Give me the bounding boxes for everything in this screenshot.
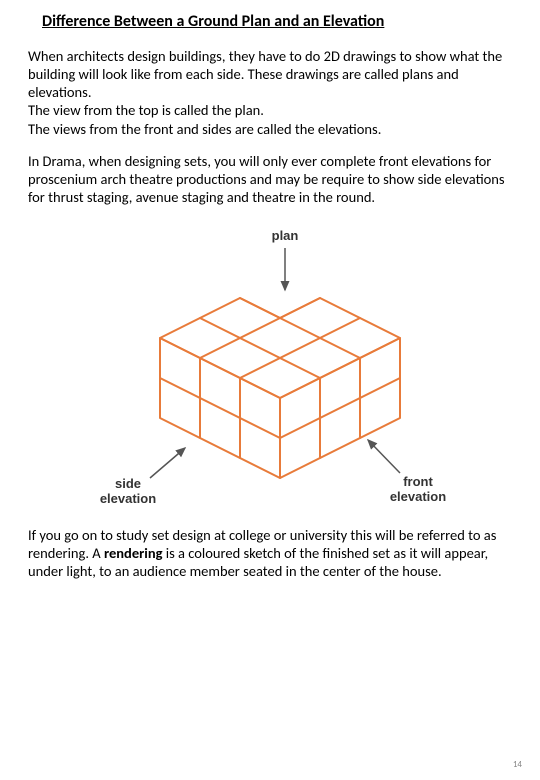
para3-bold-term: rendering bbox=[104, 544, 163, 562]
isometric-diagram: plan side elevation front elevation bbox=[80, 218, 460, 508]
diagram-container: plan side elevation front elevation bbox=[28, 218, 512, 508]
paragraph-1: When architects design buildings, they h… bbox=[28, 47, 512, 138]
label-plan: plan bbox=[272, 228, 299, 243]
arrow-side bbox=[150, 448, 185, 478]
label-side-elevation-1: side bbox=[115, 476, 141, 491]
paragraph-2: In Drama, when designing sets, you will … bbox=[28, 152, 512, 206]
page-number: 14 bbox=[513, 759, 522, 770]
label-side-elevation-2: elevation bbox=[100, 491, 156, 506]
label-front-elevation-1: front bbox=[403, 474, 433, 489]
page-title: Difference Between a Ground Plan and an … bbox=[42, 12, 512, 31]
paragraph-3: If you go on to study set design at coll… bbox=[28, 526, 512, 580]
label-front-elevation-2: elevation bbox=[390, 489, 446, 504]
arrow-front bbox=[368, 440, 400, 473]
